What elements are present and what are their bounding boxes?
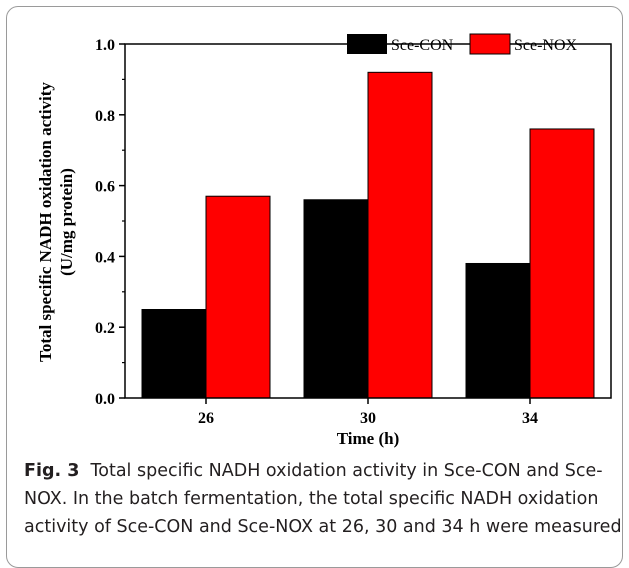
y-tick-label: 0.0 [95, 391, 115, 408]
bar-sce-nox-30 [367, 71, 433, 399]
bar-chart: 26 30 34 0.0 0.2 0.4 0.6 0.8 1.0 Sce-CON Sce-NOX… [36, 33, 612, 448]
caption-label: Fig. 3 [24, 461, 80, 481]
legend: Sce-CON Sce-NOX [347, 33, 578, 55]
legend-label-sce-con: Sce-CON [391, 37, 454, 54]
x-tick-label: 26 [198, 410, 214, 427]
y-axis-title: Total specific NADH oxidation activity [36, 82, 55, 362]
plot-layer: 26 30 34 0.0 0.2 0.4 0.6 0.8 1.0 [95, 37, 612, 427]
legend-label-sce-nox: Sce-NOX [514, 37, 578, 54]
y-tick-label: 0.4 [95, 249, 115, 266]
caption-text: Total specific NADH oxidation activity i… [24, 461, 622, 537]
x-tick-label: 30 [360, 410, 376, 427]
y-axis-unit: (U/mg protein) [57, 168, 76, 276]
figure-caption: Fig. 3 Total specific NADH oxidation act… [24, 457, 624, 541]
bar-sce-con-26 [141, 309, 207, 399]
y-tick-label: 0.2 [95, 320, 115, 337]
x-axis-title: Time (h) [337, 429, 400, 448]
x-tick-label: 34 [522, 410, 538, 427]
bar-sce-con-30 [303, 199, 369, 399]
legend-swatch-sce-con [347, 34, 387, 54]
y-tick-label: 0.6 [95, 179, 115, 196]
bar-sce-nox-26 [205, 195, 271, 399]
bar-sce-nox-34 [529, 128, 595, 399]
legend-swatch-sce-nox [469, 33, 511, 55]
y-tick-label: 1.0 [95, 37, 115, 54]
y-tick-label: 0.8 [95, 108, 115, 125]
bar-sce-con-34 [465, 262, 531, 399]
